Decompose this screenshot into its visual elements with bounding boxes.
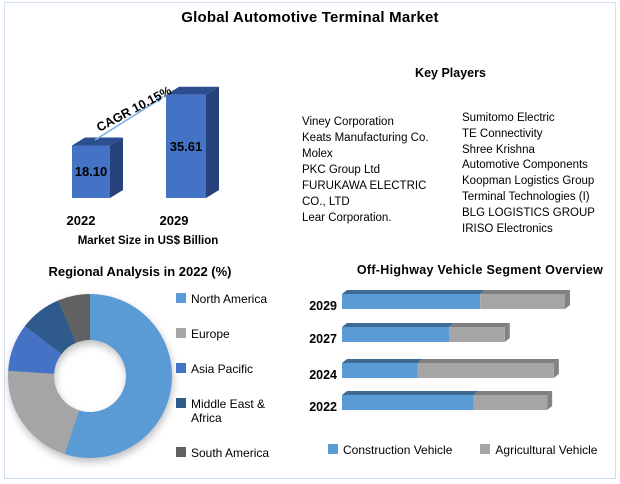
regional-legend: North America Europe Asia Pacific Middle… (176, 292, 294, 460)
legend-item: North America (176, 292, 294, 306)
key-player-name: Sumitomo Electric (462, 112, 555, 124)
page-title: Global Automotive Terminal Market (181, 9, 439, 26)
key-players-heading: Key Players (415, 66, 486, 80)
legend-label: Construction Vehicle (343, 443, 453, 457)
legend-swatch-icon (176, 293, 186, 303)
key-player-name: TE Connectivity (462, 127, 543, 140)
legend-swatch-icon (176, 363, 186, 373)
key-player-name: Keats Manufacturing Co. (302, 132, 429, 144)
key-players-list-right: Sumitomo Electric TE Connectivity Shree Kr… (462, 111, 614, 237)
legend-label: Asia Pacific (191, 362, 254, 376)
segment-bar-chart: 2029 2027 2024 2022 (309, 290, 570, 414)
key-player-name: BLG LOGISTICS GROUP (462, 206, 595, 219)
key-player-name: Lear Corporation. (302, 212, 392, 224)
legend-label: Middle East & Africa (191, 397, 266, 425)
legend-swatch-icon (176, 447, 186, 457)
svg-text:2022: 2022 (67, 213, 96, 228)
legend-swatch-icon (328, 444, 338, 454)
legend-swatch-icon (480, 444, 491, 454)
regional-pie-chart (7, 294, 172, 458)
svg-text:2027: 2027 (309, 332, 337, 346)
legend-item: Europe (176, 327, 294, 341)
key-player-name: Shree Krishna (462, 143, 535, 156)
legend-swatch-icon (176, 398, 186, 408)
key-player-name: PKC Group Ltd (302, 164, 380, 176)
legend-label: South America (191, 446, 270, 460)
segment-legend: Construction Vehicle Agricultural Vehicl… (328, 443, 597, 457)
canvas-border (4, 2, 616, 479)
svg-text:35.61: 35.61 (170, 139, 203, 154)
legend-label: North America (191, 292, 268, 306)
legend-item: Asia Pacific (176, 362, 294, 376)
svg-text:2029: 2029 (160, 213, 189, 228)
svg-text:2022: 2022 (309, 400, 337, 414)
key-player-name: Viney Corporation (302, 116, 394, 128)
legend-item: Agricultural Vehicle (480, 443, 597, 457)
market-axis-label: Market Size in US$ Billion (77, 235, 219, 247)
key-player-name: Automotive Components (462, 159, 588, 172)
legend-item: Construction Vehicle (328, 443, 452, 457)
regional-analysis-heading: Regional Analysis in 2022 (%) (48, 264, 232, 279)
legend-label: Europe (191, 327, 230, 341)
key-player-name: Koopman Logistics Group (462, 175, 595, 188)
key-player-name: FURUKAWA ELECTRIC (302, 180, 427, 192)
legend-item: South America (176, 446, 294, 460)
key-player-name: CO., LTD (302, 196, 350, 208)
legend-label: Agricultural Vehicle (495, 443, 598, 457)
key-players-list-left: Viney Corporation Keats Manufacturing Co.… (302, 114, 460, 226)
legend-swatch-icon (176, 328, 186, 338)
svg-text:18.10: 18.10 (75, 164, 108, 179)
svg-text:2029: 2029 (309, 299, 337, 313)
market-size-chart: 18.10 2022 35.61 2029 (67, 86, 219, 228)
key-player-name: Terminal Technologies (I) (462, 190, 590, 203)
svg-text:2024: 2024 (309, 368, 337, 382)
key-player-name: IRISO Electronics (462, 222, 553, 235)
legend-item: Middle East & Africa (176, 397, 294, 425)
key-player-name: Molex (302, 148, 333, 160)
segment-overview-heading: Off-Highway Vehicle Segment Overview (356, 263, 604, 277)
